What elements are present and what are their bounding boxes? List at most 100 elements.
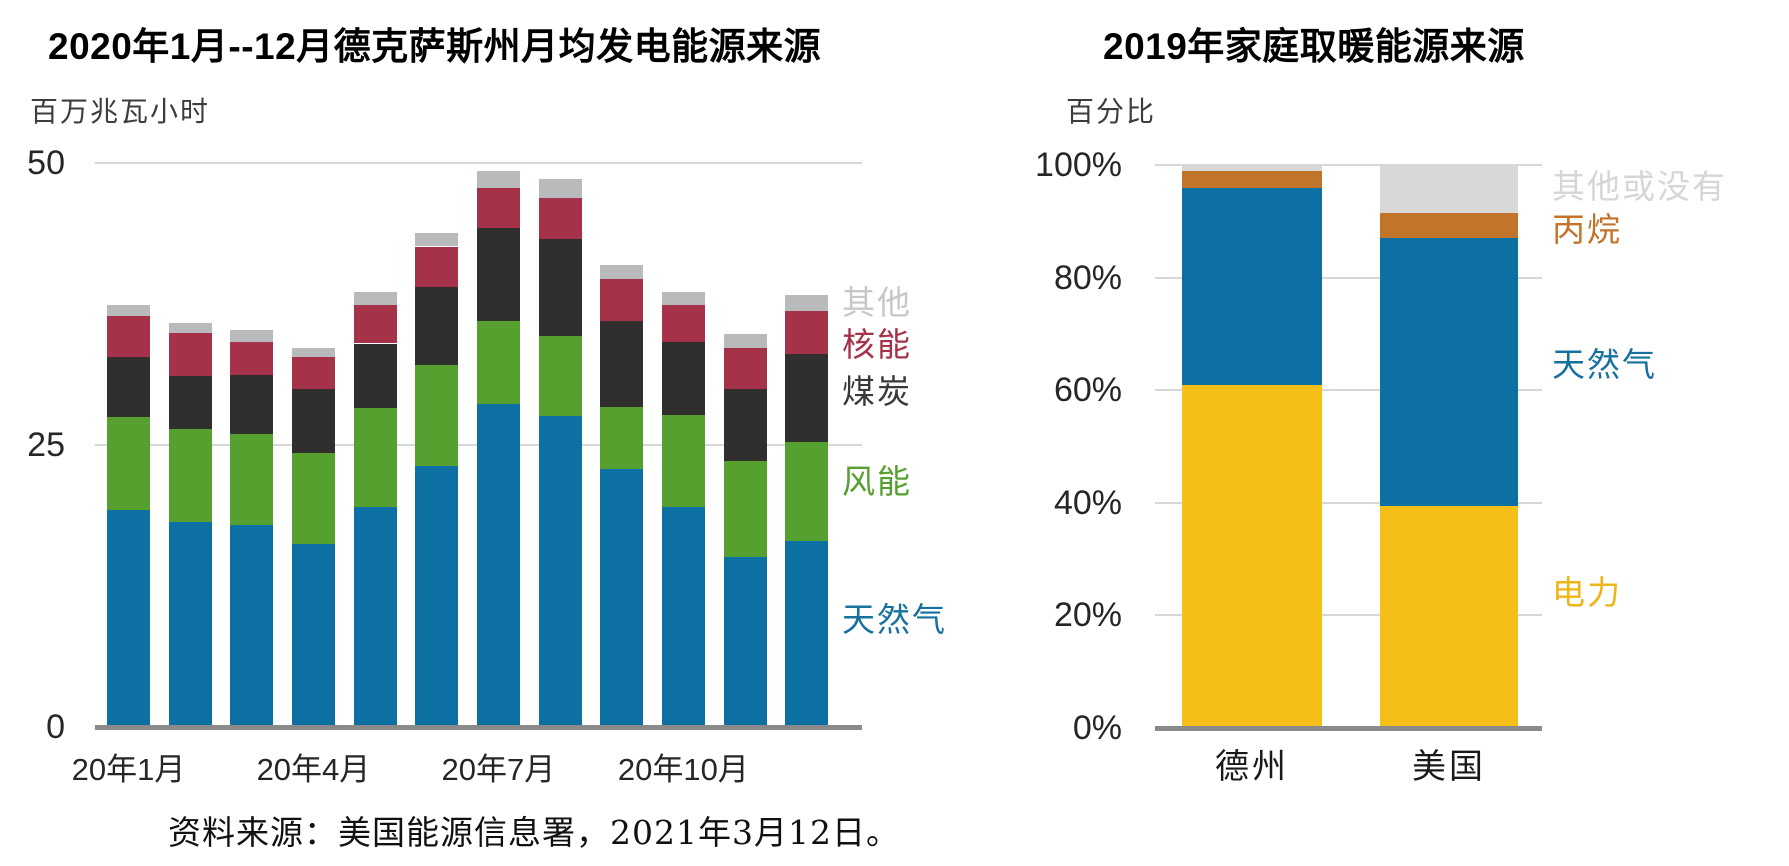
bar-segment xyxy=(1182,187,1322,385)
bar-segment xyxy=(168,429,212,522)
legend-label: 天然气 xyxy=(842,600,947,639)
y-tick-label: 25 xyxy=(27,426,65,464)
grid-line-20 xyxy=(1155,614,1542,617)
bar-segment xyxy=(230,329,274,343)
y-tick-label: 0 xyxy=(46,708,65,746)
right-y-axis-unit-label: 百分比 xyxy=(1066,95,1157,128)
x-tick-label: 20年7月 xyxy=(441,752,556,787)
y-tick-label: 80% xyxy=(1053,258,1122,297)
legend-label: 电力 xyxy=(1552,573,1622,612)
bar-segment xyxy=(291,388,335,453)
source-note: 资料来源：美国能源信息署，2021年3月12日。 xyxy=(168,813,900,852)
bar-segment xyxy=(291,544,335,727)
bar-segment xyxy=(415,466,459,727)
bar-segment xyxy=(785,295,829,311)
bar-segment xyxy=(291,348,335,358)
x-axis-line xyxy=(1155,726,1542,731)
y-tick-label: 50 xyxy=(27,144,65,182)
bar-segment xyxy=(230,433,274,526)
right-chart-title: 2019年家庭取暖能源来源 xyxy=(1103,26,1525,67)
bar-segment xyxy=(1182,384,1322,728)
bar-segment xyxy=(661,342,705,415)
bar-segment xyxy=(291,452,335,545)
bar-segment xyxy=(1380,212,1518,239)
bar-segment xyxy=(600,279,644,321)
y-tick-label: 40% xyxy=(1053,483,1122,522)
bar-segment xyxy=(600,264,644,280)
bar-segment xyxy=(723,556,767,727)
bar-segment xyxy=(1380,165,1518,213)
bar-segment xyxy=(723,388,767,461)
x-tick-label: 20年10月 xyxy=(617,752,749,787)
grid-line-60 xyxy=(1155,389,1542,392)
right-chart-plot-area xyxy=(1155,164,1542,728)
grid-line-50 xyxy=(95,162,862,164)
legend-label: 煤炭 xyxy=(842,372,912,411)
legend-label: 核能 xyxy=(842,325,912,364)
y-tick-label: 100% xyxy=(1035,146,1122,184)
x-tick-label: 20年4月 xyxy=(256,752,371,787)
legend-label: 其他 xyxy=(842,283,912,322)
bar-segment xyxy=(353,407,397,508)
bar-segment xyxy=(1380,505,1518,728)
grid-line-40 xyxy=(1155,501,1542,504)
bar-segment xyxy=(600,468,644,727)
bar-segment xyxy=(415,287,459,365)
y-tick-label: 20% xyxy=(1053,596,1122,635)
bar-segment xyxy=(785,540,829,727)
legend-label: 其他或没有 xyxy=(1552,167,1727,206)
bar-segment xyxy=(415,364,459,467)
bar-segment xyxy=(538,178,582,198)
bar-segment xyxy=(107,316,150,358)
left-y-axis-unit-label: 百万兆瓦小时 xyxy=(30,95,211,128)
bar-segment xyxy=(353,507,397,727)
x-tick-label: 美国 xyxy=(1412,747,1486,787)
bar-segment xyxy=(107,305,150,317)
bar-segment xyxy=(723,348,767,389)
bar-segment xyxy=(107,357,150,417)
legend-label: 天然气 xyxy=(1552,345,1657,384)
grid-line-100 xyxy=(1155,164,1542,166)
bar-segment xyxy=(1182,165,1322,171)
bar-segment xyxy=(1380,238,1518,506)
y-tick-label: 60% xyxy=(1053,371,1122,410)
bar-segment xyxy=(230,525,274,727)
bar-segment xyxy=(785,310,829,354)
bar-segment xyxy=(785,441,829,541)
x-tick-label: 20年1月 xyxy=(71,752,186,787)
bar-segment xyxy=(723,460,767,557)
grid-line-80 xyxy=(1155,276,1542,279)
bar-segment xyxy=(661,507,705,727)
bar-segment xyxy=(230,342,274,376)
bar-segment xyxy=(538,415,582,727)
bar-segment xyxy=(538,335,582,416)
bar-segment xyxy=(353,291,397,306)
bar-segment xyxy=(168,376,212,430)
bar-segment xyxy=(785,353,829,442)
legend-label: 风能 xyxy=(842,462,912,501)
bar-segment xyxy=(415,232,459,247)
bar-segment xyxy=(353,343,397,408)
bar-segment xyxy=(538,197,582,239)
bar-segment xyxy=(600,320,644,407)
bar-segment xyxy=(723,334,767,348)
bar-segment xyxy=(661,291,705,306)
bar-segment xyxy=(107,416,150,511)
bar-segment xyxy=(291,357,335,389)
bar-segment xyxy=(600,406,644,469)
x-tick-label: 德州 xyxy=(1215,747,1289,787)
bar-segment xyxy=(538,238,582,336)
bar-segment xyxy=(230,375,274,434)
x-axis-line xyxy=(95,725,862,730)
bar-segment xyxy=(476,320,520,405)
bar-segment xyxy=(168,333,212,377)
left-chart-title: 2020年1月--12月德克萨斯州月均发电能源来源 xyxy=(48,26,822,67)
bar-segment xyxy=(415,246,459,288)
bar-segment xyxy=(661,305,705,343)
left-chart-plot-area xyxy=(95,162,862,727)
bar-segment xyxy=(476,170,520,188)
legend-label: 丙烷 xyxy=(1552,210,1622,249)
bar-segment xyxy=(107,510,150,727)
bar-segment xyxy=(353,305,397,344)
